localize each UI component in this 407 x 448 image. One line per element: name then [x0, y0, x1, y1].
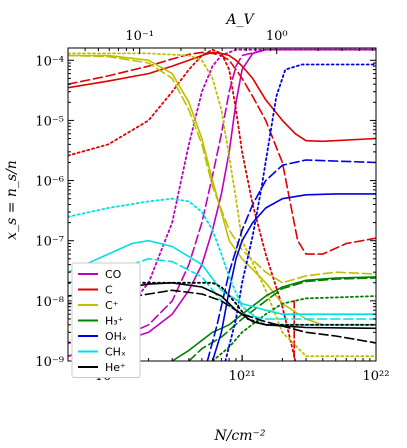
legend-label: CHₓ — [105, 346, 126, 359]
top-tick-label: 10⁻¹ — [125, 29, 154, 44]
y-tick-label: 10⁻⁹ — [35, 355, 64, 370]
y-tick-label: 10⁻⁴ — [35, 54, 64, 69]
y-axis-label: x_s = n_s/n — [4, 160, 20, 240]
series-4-dashed-line — [206, 159, 376, 361]
y-tick-label: 10⁻⁵ — [35, 114, 64, 129]
y-tick-label: 10⁻⁶ — [35, 175, 64, 190]
series-1-dashed-line — [68, 51, 376, 255]
x-tick-label: 10²¹ — [229, 369, 256, 384]
x-tick-label: 10²² — [363, 369, 390, 384]
series-5-solid-line — [68, 239, 376, 315]
series-0-dashed-line — [68, 48, 376, 357]
legend-label: He⁺ — [105, 361, 126, 374]
x-axis-label: N/cm⁻² — [213, 428, 265, 444]
series-1-solid-line — [68, 51, 376, 143]
legend-label: CO — [105, 268, 122, 281]
y-tick-label: 10⁻⁸ — [35, 295, 64, 310]
legend-box — [71, 262, 141, 378]
top-tick-label: 10⁰ — [266, 29, 288, 44]
legend-label: H₃⁺ — [105, 315, 124, 328]
legend-label: C — [105, 284, 113, 297]
series-6-dotted-line — [68, 281, 376, 326]
top-axis-label: A_V — [224, 12, 255, 28]
legend: CO C C⁺ H₃⁺ OHₓ CHₓ He⁺ — [71, 262, 141, 378]
series-2-dotted-line — [68, 52, 376, 358]
series-3-dashed-line — [188, 277, 376, 361]
series-5-dotted-line — [68, 197, 376, 326]
y-tick-label: 10⁻⁷ — [35, 235, 64, 250]
legend-label: OHₓ — [105, 330, 127, 343]
legend-label: C⁺ — [105, 299, 119, 312]
series-0-solid-line — [68, 48, 376, 357]
axis-ticks: 10²⁰10²¹10²²10⁻⁴10⁻⁵10⁻⁶10⁻⁷10⁻⁸10⁻⁹10⁻¹… — [35, 29, 389, 384]
series-2-dashed-line — [68, 54, 376, 284]
